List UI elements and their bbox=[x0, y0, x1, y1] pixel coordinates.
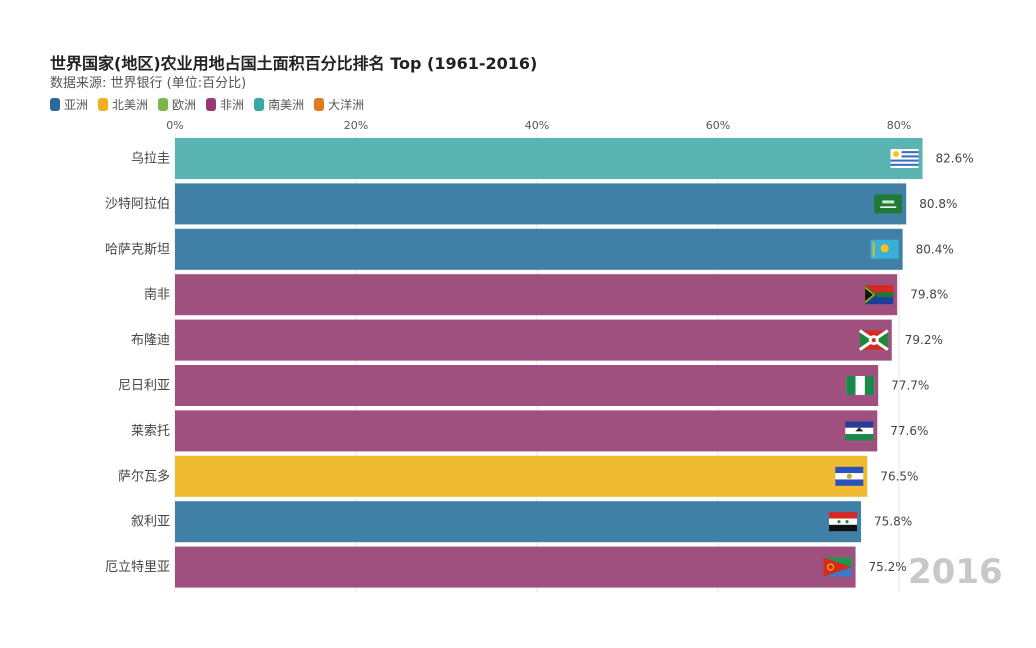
country-label: 厄立特里亚 bbox=[105, 560, 170, 575]
bar bbox=[175, 183, 907, 225]
bar-row: 沙特阿拉伯 80.8% bbox=[105, 183, 957, 225]
legend-swatch bbox=[158, 98, 169, 111]
legend-item-africa[interactable]: 非洲 bbox=[206, 96, 244, 113]
bar bbox=[175, 228, 903, 270]
south-africa-flag-icon bbox=[865, 285, 894, 305]
bar-row: 布隆迪 79.2% bbox=[131, 319, 943, 361]
bar bbox=[175, 410, 878, 452]
country-label: 乌拉圭 bbox=[131, 151, 170, 167]
legend-item-north-america[interactable]: 北美洲 bbox=[98, 96, 148, 113]
saudi-arabia-flag-icon bbox=[874, 194, 903, 214]
bar-row: 乌拉圭 82.6% bbox=[131, 138, 974, 179]
legend: 亚洲 北美洲 欧洲 非洲 南美洲 大洋洲 bbox=[50, 96, 364, 113]
legend-label: 欧洲 bbox=[172, 98, 197, 112]
value-label: 80.8% bbox=[919, 197, 957, 211]
country-label: 叙利亚 bbox=[131, 515, 170, 530]
bar bbox=[175, 319, 892, 361]
x-tick-label: 20% bbox=[344, 119, 368, 132]
legend-swatch bbox=[50, 98, 60, 111]
country-label: 南非 bbox=[144, 287, 170, 303]
bar bbox=[175, 274, 898, 316]
country-label: 萨尔瓦多 bbox=[118, 468, 170, 484]
bar-row: 莱索托 77.6% bbox=[131, 410, 928, 452]
bar bbox=[175, 365, 879, 406]
value-label: 79.2% bbox=[905, 333, 943, 347]
value-label: 82.6% bbox=[936, 152, 974, 166]
value-label: 75.8% bbox=[874, 515, 912, 529]
burundi-flag-icon bbox=[858, 329, 889, 351]
bar-row: 哈萨克斯坦 80.4% bbox=[105, 228, 954, 270]
legend-label: 大洋洲 bbox=[328, 98, 365, 112]
legend-label: 南美洲 bbox=[268, 98, 305, 112]
bar bbox=[175, 138, 923, 179]
x-tick-label: 60% bbox=[706, 119, 730, 132]
country-label: 布隆迪 bbox=[131, 333, 170, 348]
value-label: 77.7% bbox=[891, 379, 929, 393]
country-label: 尼日利亚 bbox=[118, 379, 170, 394]
value-label: 79.8% bbox=[910, 288, 948, 302]
legend-item-asia[interactable]: 亚洲 bbox=[50, 96, 88, 113]
country-label: 哈萨克斯坦 bbox=[105, 242, 170, 257]
lesotho-flag-icon bbox=[845, 421, 874, 441]
bar-row: 厄立特里亚 75.2% bbox=[105, 546, 907, 588]
syria-flag-icon bbox=[828, 512, 857, 532]
x-tick-label: 0% bbox=[166, 119, 183, 132]
x-tick-label: 80% bbox=[887, 119, 911, 132]
legend-item-south-america[interactable]: 南美洲 bbox=[254, 96, 304, 113]
legend-swatch bbox=[98, 98, 109, 111]
country-label: 莱索托 bbox=[131, 424, 170, 439]
value-label: 76.5% bbox=[880, 469, 918, 483]
legend-swatch bbox=[254, 98, 265, 111]
value-label: 77.6% bbox=[890, 424, 928, 438]
legend-label: 亚洲 bbox=[64, 98, 89, 112]
country-label: 沙特阿拉伯 bbox=[105, 197, 170, 212]
bar bbox=[175, 455, 868, 497]
year-label: 2016 bbox=[908, 552, 1003, 592]
legend-swatch bbox=[206, 98, 217, 111]
bar-row: 叙利亚 75.8% bbox=[131, 501, 912, 543]
nigeria-flag-icon bbox=[846, 376, 875, 395]
value-label: 80.4% bbox=[916, 242, 954, 256]
legend-swatch bbox=[314, 98, 325, 111]
kazakhstan-flag-icon bbox=[870, 239, 899, 259]
eritrea-flag-icon bbox=[823, 557, 852, 577]
x-tick-label: 40% bbox=[525, 119, 549, 132]
value-label: 75.2% bbox=[869, 560, 907, 574]
bar bbox=[175, 501, 861, 543]
bar-row: 萨尔瓦多 76.5% bbox=[118, 455, 918, 497]
bar-row: 尼日利亚 77.7% bbox=[118, 365, 929, 406]
bar-row: 南非 79.8% bbox=[144, 274, 948, 316]
legend-item-oceania[interactable]: 大洋洲 bbox=[314, 96, 364, 113]
legend-label: 非洲 bbox=[220, 98, 245, 112]
uruguay-flag-icon bbox=[890, 149, 919, 168]
legend-label: 北美洲 bbox=[112, 98, 149, 112]
legend-item-europe[interactable]: 欧洲 bbox=[158, 96, 196, 113]
chart-subtitle: 数据来源: 世界银行 (单位:百分比) bbox=[50, 76, 247, 91]
chart-title: 世界国家(地区)农业用地占国土面积百分比排名 Top (1961-2016) bbox=[50, 54, 538, 73]
bar bbox=[175, 546, 856, 588]
el-salvador-flag-icon bbox=[835, 466, 864, 486]
